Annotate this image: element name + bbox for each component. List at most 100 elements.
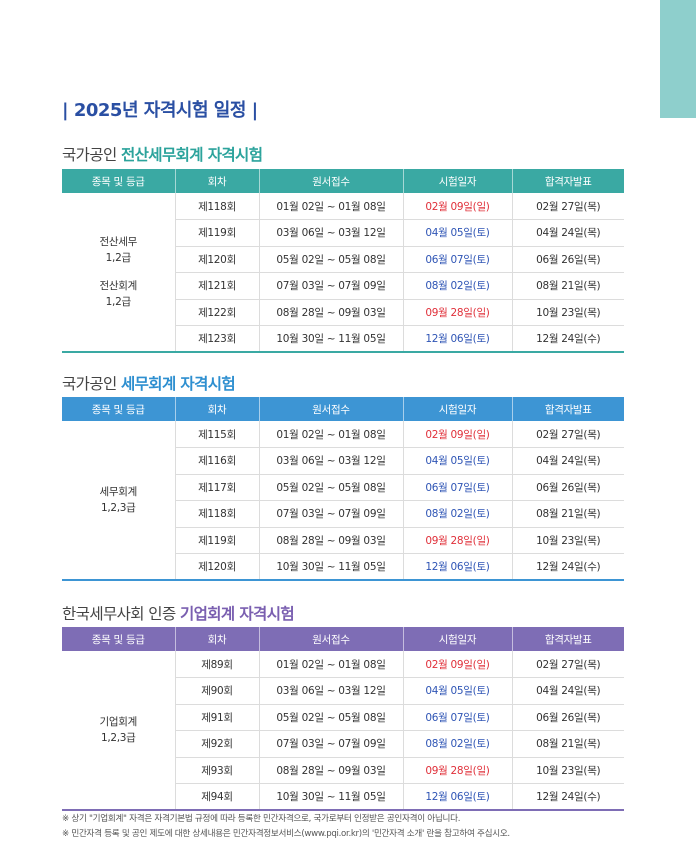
header-result: 합격자발표 xyxy=(511,397,624,421)
round-cell: 제116회 xyxy=(174,447,259,474)
header-result: 합격자발표 xyxy=(511,169,624,193)
round-cell: 제118회 xyxy=(174,500,259,527)
table-row: 세무회계 1,2,3급 제115회 01월 02일 ~ 01월 08일 02월 … xyxy=(62,421,624,514)
table-row: 제120회 10월 30일 ~ 11월 05일 12월 06일(토) 12월 2… xyxy=(62,553,624,580)
exam-cell: 09월 28일(일) xyxy=(402,298,512,326)
result-cell: 10월 23일(목) xyxy=(511,756,624,784)
section-title-highlight: 기업회계 자격시험 xyxy=(179,605,295,623)
table-header-row: 종목 및 등급 회차 원서접수 시험일자 합격자발표 xyxy=(62,627,624,651)
apply-cell: 05월 02일 ~ 05월 08일 xyxy=(258,245,403,273)
exam-cell: 12월 06일(토) xyxy=(402,553,512,580)
table-row: 제120회 05월 02일 ~ 05월 08일 06월 07일(토) 06월 2… xyxy=(62,245,624,273)
table-row: 제123회 10월 30일 ~ 11월 05일 12월 06일(토) 12월 2… xyxy=(62,325,624,352)
grade-line: 1,2,3급 xyxy=(100,502,136,514)
section-title-2: 국가공인 세무회계 자격시험 xyxy=(62,372,236,394)
table-row: 제94회 10월 30일 ~ 11월 05일 12월 06일(토) 12월 24… xyxy=(62,783,624,810)
schedule-table-3: 종목 및 등급 회차 원서접수 시험일자 합격자발표 기업회계 1,2,3급 제… xyxy=(62,627,624,811)
table-row: 제121회 07월 03일 ~ 07월 09일 08월 02일(토) 08월 2… xyxy=(62,272,624,299)
round-cell: 제94회 xyxy=(174,783,259,810)
result-cell: 06월 26일(목) xyxy=(511,703,624,731)
apply-cell: 08월 28일 ~ 09월 03일 xyxy=(258,526,403,554)
apply-cell: 10월 30일 ~ 11월 05일 xyxy=(258,325,403,352)
round-cell: 제119회 xyxy=(174,526,259,554)
header-round: 회차 xyxy=(174,627,259,651)
result-cell: 08월 21일(목) xyxy=(511,730,624,757)
section-title-prefix: 한국세무사회 인증 xyxy=(62,605,180,623)
header-exam: 시험일자 xyxy=(402,169,512,193)
round-cell: 제92회 xyxy=(174,730,259,757)
result-cell: 12월 24일(수) xyxy=(511,325,624,352)
exam-cell: 06월 07일(토) xyxy=(402,245,512,273)
apply-cell: 08월 28일 ~ 09월 03일 xyxy=(258,756,403,784)
footnote-1: ※ 상기 "기업회계" 자격은 자격기본법 규정에 따라 등록한 민간자격으로,… xyxy=(62,814,461,824)
page-title: | 2025년 자격시험 일정 | xyxy=(62,100,258,121)
round-cell: 제120회 xyxy=(174,553,259,580)
apply-cell: 07월 03일 ~ 07월 09일 xyxy=(258,730,403,757)
header-apply: 원서접수 xyxy=(258,627,403,651)
schedule-table-1: 종목 및 등급 회차 원서접수 시험일자 합격자발표 전산세무 1,2급 전산회… xyxy=(62,169,624,353)
result-cell: 04월 24일(목) xyxy=(511,219,624,246)
table-header-row: 종목 및 등급 회차 원서접수 시험일자 합격자발표 xyxy=(62,397,624,421)
exam-cell: 09월 28일(일) xyxy=(402,526,512,554)
section-title-1: 국가공인 전산세무회계 자격시험 xyxy=(62,143,263,165)
header-grade: 종목 및 등급 xyxy=(62,169,175,193)
table-row: 제119회 03월 06일 ~ 03월 12일 04월 05일(토) 04월 2… xyxy=(62,219,624,246)
exam-cell: 02월 09일(일) xyxy=(402,193,512,220)
header-apply: 원서접수 xyxy=(258,169,403,193)
result-cell: 06월 26일(목) xyxy=(511,473,624,501)
grade-line: 1,2급 xyxy=(105,296,131,308)
table-row: 제119회 08월 28일 ~ 09월 03일 09월 28일(일) 10월 2… xyxy=(62,526,624,554)
apply-cell: 10월 30일 ~ 11월 05일 xyxy=(258,783,403,810)
exam-cell: 04월 05일(토) xyxy=(402,219,512,246)
exam-cell: 06월 07일(토) xyxy=(402,703,512,731)
table-row: 제117회 05월 02일 ~ 05월 08일 06월 07일(토) 06월 2… xyxy=(62,473,624,501)
section-title-highlight: 세무회계 자격시험 xyxy=(120,375,236,393)
section-title-prefix: 국가공인 xyxy=(62,375,121,393)
header-exam: 시험일자 xyxy=(402,627,512,651)
result-cell: 04월 24일(목) xyxy=(511,447,624,474)
round-cell: 제91회 xyxy=(174,703,259,731)
header-grade: 종목 및 등급 xyxy=(62,627,175,651)
footnote-2: ※ 민간자격 등록 및 공인 제도에 대한 상세내용은 민간자격정보서비스(ww… xyxy=(62,829,510,839)
result-cell: 12월 24일(수) xyxy=(511,553,624,580)
exam-cell: 04월 05일(토) xyxy=(402,677,512,704)
round-cell: 제117회 xyxy=(174,473,259,501)
table-row: 제93회 08월 28일 ~ 09월 03일 09월 28일(일) 10월 23… xyxy=(62,756,624,784)
apply-cell: 05월 02일 ~ 05월 08일 xyxy=(258,703,403,731)
grade-line: 세무회계 xyxy=(99,486,138,498)
table-row: 제118회 07월 03일 ~ 07월 09일 08월 02일(토) 08월 2… xyxy=(62,500,624,527)
round-cell: 제115회 xyxy=(174,421,259,448)
apply-cell: 07월 03일 ~ 07월 09일 xyxy=(258,272,403,299)
result-cell: 12월 24일(수) xyxy=(511,783,624,810)
result-cell: 02월 27일(목) xyxy=(511,651,624,678)
grade-line: 1,2,3급 xyxy=(100,732,136,744)
exam-cell: 08월 02일(토) xyxy=(402,272,512,299)
round-cell: 제120회 xyxy=(174,245,259,273)
apply-cell: 08월 28일 ~ 09월 03일 xyxy=(258,298,403,326)
grade-line: 전산세무 xyxy=(99,236,138,248)
round-cell: 제123회 xyxy=(174,325,259,352)
exam-cell: 12월 06일(토) xyxy=(402,325,512,352)
apply-cell: 01월 02일 ~ 01월 08일 xyxy=(258,421,403,448)
result-cell: 06월 26일(목) xyxy=(511,245,624,273)
grade-cell: 기업회계 1,2,3급 xyxy=(62,651,175,810)
grade-line: 기업회계 xyxy=(99,716,138,728)
header-exam: 시험일자 xyxy=(402,397,512,421)
round-cell: 제121회 xyxy=(174,272,259,299)
table-header-row: 종목 및 등급 회차 원서접수 시험일자 합격자발표 xyxy=(62,169,624,193)
result-cell: 10월 23일(목) xyxy=(511,298,624,326)
apply-cell: 05월 02일 ~ 05월 08일 xyxy=(258,473,403,501)
table-row: 전산세무 1,2급 전산회계 1,2급 제118회 01월 02일 ~ 01월 … xyxy=(62,193,624,308)
apply-cell: 01월 02일 ~ 01월 08일 xyxy=(258,193,403,220)
side-tab-decoration xyxy=(660,0,696,118)
round-cell: 제90회 xyxy=(174,677,259,704)
apply-cell: 10월 30일 ~ 11월 05일 xyxy=(258,553,403,580)
round-cell: 제93회 xyxy=(174,756,259,784)
exam-cell: 08월 02일(토) xyxy=(402,730,512,757)
exam-cell: 02월 09일(일) xyxy=(402,421,512,448)
section-title-highlight: 전산세무회계 자격시험 xyxy=(120,146,263,164)
table-row: 제90회 03월 06일 ~ 03월 12일 04월 05일(토) 04월 24… xyxy=(62,677,624,704)
section-title-prefix: 국가공인 xyxy=(62,146,121,164)
result-cell: 02월 27일(목) xyxy=(511,421,624,448)
grade-line: 전산회계 xyxy=(99,280,138,292)
